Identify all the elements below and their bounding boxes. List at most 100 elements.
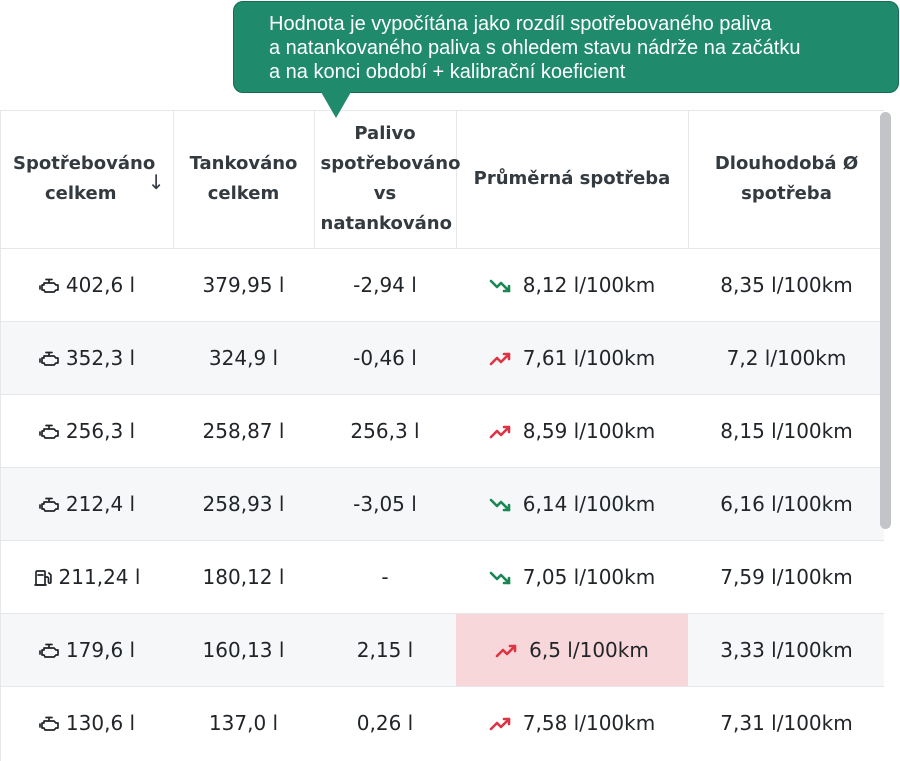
tooltip-line: a na konci období + kalibrační koeficien… <box>269 61 626 83</box>
fuel-diff-value: 256,3 l <box>350 418 420 443</box>
cell-longterm-consumption: 7,31 l/100km <box>688 685 884 759</box>
column-header-longterm-consumption[interactable]: Dlouhodobá Ø spotřeba <box>688 111 884 248</box>
trend-up-icon <box>489 419 523 443</box>
cell-longterm-consumption: 8,15 l/100km <box>688 393 884 467</box>
table-body: 402,6 l 379,95 l -2,94 l 8,12 l/100km 8,35 l… <box>1 247 884 759</box>
cell-refueled: 258,87 l <box>173 393 314 467</box>
tooltip-line: Hodnota je vypočítána jako rozdíl spotře… <box>269 13 772 35</box>
cell-refueled: 258,93 l <box>173 466 314 540</box>
column-header-refueled-total[interactable]: Tankováno celkem <box>173 111 315 248</box>
cell-avg-consumption: 7,58 l/100km <box>456 685 688 759</box>
cell-avg-consumption: 6,5 l/100km <box>456 612 688 686</box>
refueled-value: 324,9 l <box>208 345 279 370</box>
cell-refueled: 324,9 l <box>173 320 314 394</box>
trend-up-icon <box>489 711 523 735</box>
trend-up-icon <box>495 638 529 662</box>
cell-avg-consumption: 7,05 l/100km <box>456 539 688 613</box>
header-text: Průměrná spotřeba <box>473 168 671 190</box>
cell-consumed: 402,6 l <box>1 247 173 321</box>
sort-descending-icon[interactable]: ↓ <box>147 170 165 194</box>
fuel-diff-value: -2,94 l <box>353 272 417 297</box>
trend-down-icon <box>489 492 523 516</box>
engine-icon <box>39 273 66 297</box>
consumed-value: 130,6 l <box>65 710 136 735</box>
cell-consumed: 130,6 l <box>1 685 173 759</box>
engine-icon <box>39 711 66 735</box>
cell-longterm-consumption: 6,16 l/100km <box>688 466 884 540</box>
tooltip-arrow <box>321 92 351 118</box>
consumed-value: 352,3 l <box>65 345 136 370</box>
tooltip-line: a natankovaného paliva s ohledem stavu n… <box>269 37 801 59</box>
column-header-fuel-diff[interactable]: Palivo spotřebováno vs natankováno <box>314 111 460 248</box>
refueled-value: 258,93 l <box>202 491 285 516</box>
column-header-avg-consumption[interactable]: Průměrná spotřeba <box>456 111 689 248</box>
header-text: spotřebováno <box>320 153 461 175</box>
column-header-consumed-total[interactable]: Spotřebováno celkem ↓ <box>1 111 174 248</box>
avg-consumption-value: 6,14 l/100km <box>522 491 656 516</box>
consumption-table-wrapper: Spotřebováno celkem ↓ Tankováno celkem P… <box>0 110 884 761</box>
longterm-consumption-value: 3,33 l/100km <box>720 637 853 662</box>
table-row[interactable]: 212,4 l 258,93 l -3,05 l 6,14 l/100km 6,16 l… <box>1 466 884 540</box>
fuel-diff-value: 2,15 l <box>356 637 414 662</box>
refueled-value: 137,0 l <box>208 710 279 735</box>
cell-avg-consumption: 7,61 l/100km <box>456 320 688 394</box>
longterm-consumption-value: 8,35 l/100km <box>720 272 853 297</box>
cell-consumed: 212,4 l <box>1 466 173 540</box>
table-row[interactable]: 256,3 l 258,87 l 256,3 l 8,59 l/100km 8,15 l… <box>1 393 884 467</box>
header-text: Dlouhodobá Ø <box>714 153 859 175</box>
cell-avg-consumption: 6,14 l/100km <box>456 466 688 540</box>
refueled-value: 379,95 l <box>202 272 285 297</box>
cell-refueled: 160,13 l <box>173 612 314 686</box>
header-text: vs <box>373 183 397 205</box>
fuel-diff-value: -3,05 l <box>353 491 417 516</box>
cell-consumed: 256,3 l <box>1 393 173 467</box>
header-text: Palivo <box>354 123 416 145</box>
avg-consumption-value: 7,61 l/100km <box>522 345 656 370</box>
cell-refueled: 180,12 l <box>173 539 314 613</box>
consumed-value: 179,6 l <box>65 637 136 662</box>
longterm-consumption-value: 7,59 l/100km <box>720 564 853 589</box>
cell-fuel-diff: -2,94 l <box>314 247 456 321</box>
cell-longterm-consumption: 8,35 l/100km <box>688 247 884 321</box>
cell-fuel-diff: 256,3 l <box>314 393 456 467</box>
cell-fuel-diff: -3,05 l <box>314 466 456 540</box>
cell-fuel-diff: -0,46 l <box>314 320 456 394</box>
engine-icon <box>39 638 66 662</box>
longterm-consumption-value: 6,16 l/100km <box>720 491 853 516</box>
cell-longterm-consumption: 7,59 l/100km <box>688 539 884 613</box>
cell-avg-consumption: 8,12 l/100km <box>456 247 688 321</box>
avg-consumption-value: 8,59 l/100km <box>522 418 656 443</box>
cell-consumed: 179,6 l <box>1 612 173 686</box>
fuel-diff-value: 0,26 l <box>356 710 414 735</box>
longterm-consumption-value: 8,15 l/100km <box>720 418 853 443</box>
scrollbar-thumb[interactable] <box>880 112 891 529</box>
trend-down-icon <box>489 565 523 589</box>
table-header-row: Spotřebováno celkem ↓ Tankováno celkem P… <box>1 111 884 248</box>
header-text: spotřeba <box>741 183 832 205</box>
cell-consumed: 352,3 l <box>1 320 173 394</box>
cell-longterm-consumption: 7,2 l/100km <box>688 320 884 394</box>
cell-longterm-consumption: 3,33 l/100km <box>688 612 884 686</box>
cell-refueled: 137,0 l <box>173 685 314 759</box>
longterm-consumption-value: 7,2 l/100km <box>726 345 847 370</box>
table-row[interactable]: 352,3 l 324,9 l -0,46 l 7,61 l/100km 7,2 l/1… <box>1 320 884 394</box>
cell-consumed: 211,24 l <box>1 539 173 613</box>
table-row[interactable]: 179,6 l 160,13 l 2,15 l 6,5 l/100km 3,33 l/1… <box>1 612 884 686</box>
consumption-table: Spotřebováno celkem ↓ Tankováno celkem P… <box>1 111 884 759</box>
table-row[interactable]: 211,24 l 180,12 l - 7,05 l/100km 7,59 l/100k… <box>1 539 884 613</box>
cell-fuel-diff: 0,26 l <box>314 685 456 759</box>
table-row[interactable]: 402,6 l 379,95 l -2,94 l 8,12 l/100km 8,35 l… <box>1 247 884 321</box>
avg-consumption-value: 8,12 l/100km <box>522 272 656 297</box>
table-row[interactable]: 130,6 l 137,0 l 0,26 l 7,58 l/100km 7,31 l/1… <box>1 685 884 759</box>
trend-down-icon <box>489 273 523 297</box>
header-text: celkem <box>45 183 117 205</box>
avg-consumption-value: 7,05 l/100km <box>522 564 656 589</box>
consumed-value: 211,24 l <box>58 564 141 589</box>
refueled-value: 160,13 l <box>202 637 285 662</box>
refueled-value: 258,87 l <box>202 418 285 443</box>
cell-refueled: 379,95 l <box>173 247 314 321</box>
fuel-diff-value: - <box>381 564 389 589</box>
cell-avg-consumption: 8,59 l/100km <box>456 393 688 467</box>
trend-up-icon <box>489 346 523 370</box>
